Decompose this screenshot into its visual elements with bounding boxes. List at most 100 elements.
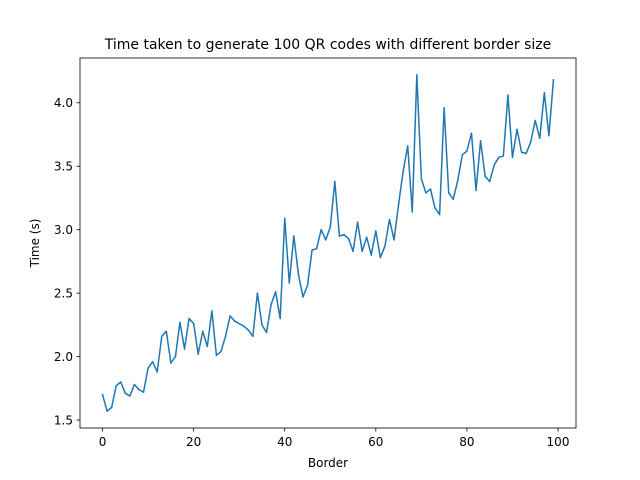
x-tick-label: 80	[459, 435, 474, 449]
y-tick-label: 2.5	[54, 287, 73, 301]
data-point	[347, 237, 350, 240]
data-point	[324, 239, 327, 241]
data-point	[406, 145, 409, 147]
data-point	[142, 391, 145, 393]
data-point	[147, 367, 149, 369]
data-point	[457, 179, 459, 181]
data-point	[247, 329, 250, 331]
data-point	[120, 381, 122, 383]
data-point	[270, 303, 272, 306]
data-point	[370, 254, 373, 256]
y-axis-label: Time (s)	[28, 219, 42, 269]
x-axis: 0 20 40 60 80 100	[99, 428, 570, 449]
data-point	[215, 354, 218, 357]
data-point	[265, 331, 268, 334]
data-point	[110, 406, 113, 409]
x-tick-label: 0	[99, 435, 107, 449]
data-point	[470, 132, 473, 134]
data-point	[106, 410, 108, 412]
data-point	[101, 393, 104, 396]
x-tick-label: 20	[186, 435, 201, 449]
data-point	[174, 355, 177, 358]
data-point	[498, 156, 500, 159]
data-point	[311, 249, 313, 251]
data-points	[101, 74, 555, 412]
data-point	[261, 324, 263, 326]
x-axis-label: Border	[308, 456, 348, 470]
data-point	[507, 94, 509, 96]
data-point	[320, 228, 322, 231]
data-point	[365, 236, 368, 239]
data-point	[393, 239, 395, 241]
data-point	[206, 345, 209, 348]
data-point	[375, 230, 377, 232]
data-point	[238, 322, 240, 325]
data-point	[416, 74, 418, 76]
data-point	[220, 350, 222, 353]
data-point	[133, 383, 136, 386]
data-point	[356, 221, 359, 223]
data-point	[543, 91, 546, 94]
data-point	[161, 335, 163, 338]
data-point	[183, 348, 186, 350]
x-tick-label: 40	[277, 435, 292, 449]
data-point	[475, 189, 477, 192]
data-point	[306, 284, 309, 287]
plot-frame	[79, 57, 577, 429]
data-point	[151, 360, 154, 363]
data-point	[211, 310, 213, 312]
data-point	[115, 385, 117, 387]
data-point	[329, 226, 332, 228]
data-point	[156, 371, 158, 373]
data-point	[293, 235, 295, 237]
data-point	[288, 282, 291, 284]
data-point	[224, 335, 227, 338]
data-point	[192, 322, 195, 325]
data-point	[352, 250, 354, 252]
data-point	[461, 154, 464, 156]
data-point	[170, 362, 172, 364]
data-point	[525, 152, 527, 155]
data-point	[443, 107, 445, 109]
data-point	[252, 335, 254, 338]
data-point	[534, 119, 536, 122]
data-point	[242, 325, 245, 327]
data-point	[452, 198, 454, 200]
data-point	[493, 164, 495, 166]
data-point	[434, 207, 436, 209]
y-tick-label: 1.5	[54, 414, 73, 428]
data-point	[397, 203, 400, 206]
data-point	[447, 192, 450, 194]
x-tick-label: 100	[547, 435, 570, 449]
data-point	[338, 235, 341, 237]
y-tick-label: 4.0	[54, 96, 73, 110]
data-point	[539, 137, 541, 140]
data-point	[466, 150, 468, 152]
data-point	[548, 134, 550, 137]
data-point	[361, 250, 363, 252]
data-point	[402, 170, 404, 173]
data-point	[411, 211, 414, 213]
chart-title: Time taken to generate 100 QR codes with…	[104, 37, 551, 53]
data-point	[334, 180, 336, 183]
data-point	[197, 353, 199, 355]
data-point	[297, 273, 300, 275]
data-point	[488, 180, 491, 183]
data-point	[229, 315, 231, 317]
data-point	[315, 247, 318, 250]
series-line	[101, 74, 555, 412]
data-point	[516, 128, 518, 131]
data-point	[188, 317, 190, 320]
data-point	[379, 256, 382, 259]
data-point	[279, 317, 281, 320]
data-point	[438, 213, 441, 216]
data-point	[384, 245, 386, 247]
data-point	[124, 392, 127, 395]
data-point	[129, 395, 131, 397]
data-point	[179, 321, 181, 324]
data-point	[425, 192, 427, 194]
y-tick-label: 3.0	[54, 223, 73, 237]
data-point	[429, 188, 432, 190]
data-point	[256, 292, 259, 294]
